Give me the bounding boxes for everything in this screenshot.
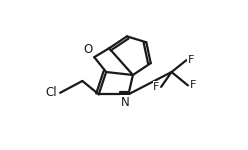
Text: F: F bbox=[188, 55, 194, 65]
Text: F: F bbox=[189, 80, 196, 90]
Text: O: O bbox=[84, 43, 93, 56]
Text: F: F bbox=[153, 82, 160, 92]
Text: N: N bbox=[121, 96, 130, 109]
Text: Cl: Cl bbox=[45, 86, 57, 99]
